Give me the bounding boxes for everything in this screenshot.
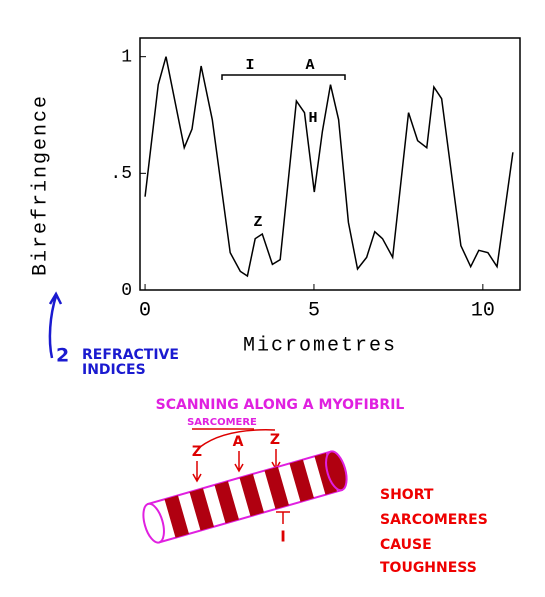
fibre-end [325, 450, 348, 492]
x-tick-label: 5 [308, 299, 320, 322]
x-tick-label: 0 [139, 299, 151, 322]
note-line: SARCOMERES [380, 512, 488, 528]
y-tick-label: .5 [110, 164, 132, 184]
refractive-text: INDICES [82, 362, 146, 378]
refractive-text: REFRACTIVE [82, 347, 179, 363]
band-label: Z [270, 432, 280, 448]
i-mark [276, 511, 290, 524]
y-tick-label: 0 [121, 281, 132, 301]
x-axis-label: Micrometres [243, 334, 397, 357]
note-line: CAUSE [380, 537, 432, 553]
i-label: I [280, 528, 286, 546]
data-line [144, 56, 514, 278]
note-line: SHORT [380, 487, 434, 503]
myofibril [142, 450, 348, 544]
x-tick-label: 10 [471, 299, 495, 322]
blue-arrow [48, 291, 63, 359]
y-tick-label: 1 [121, 47, 132, 67]
annotation: H [308, 110, 317, 127]
band-arrows [192, 449, 281, 483]
plot-frame [139, 37, 521, 291]
sarcomere-bracket [221, 74, 346, 80]
fibre-end [142, 502, 165, 544]
sarcomere-arc [199, 429, 276, 448]
annotation: I [245, 57, 254, 74]
annotation: A [305, 57, 314, 74]
y-axis-label: Birefringence [29, 94, 52, 276]
refractive-number: 2 [56, 345, 69, 367]
band-label: Z [192, 444, 202, 460]
diagram-title: SCANNING ALONG A MYOFIBRIL [156, 397, 405, 413]
sarcomere-label: SARCOMERE [187, 417, 257, 428]
note-line: TOUGHNESS [380, 560, 477, 576]
fibre-bands [164, 452, 338, 538]
annotation: Z [253, 214, 262, 231]
band-label: A [233, 434, 244, 450]
